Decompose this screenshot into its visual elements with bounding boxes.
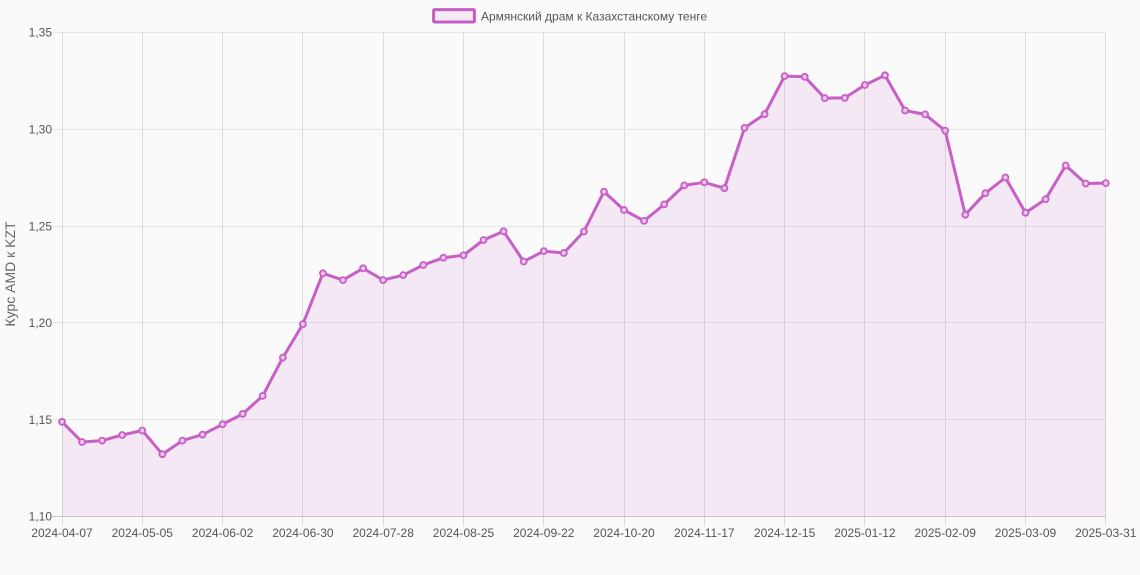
svg-text:2024-08-25: 2024-08-25: [433, 526, 495, 540]
svg-text:2024-10-20: 2024-10-20: [593, 526, 655, 540]
svg-text:1,35: 1,35: [29, 26, 53, 40]
svg-text:2024-06-02: 2024-06-02: [192, 526, 254, 540]
svg-text:2024-06-30: 2024-06-30: [272, 526, 334, 540]
svg-text:2025-03-31: 2025-03-31: [1075, 526, 1137, 540]
svg-text:Армянский драм к Казахстанском: Армянский драм к Казахстанскому тенге: [481, 10, 707, 24]
svg-text:1,30: 1,30: [29, 123, 53, 137]
svg-text:2024-11-17: 2024-11-17: [674, 526, 735, 540]
svg-text:2024-12-15: 2024-12-15: [754, 526, 816, 540]
svg-text:Курс AMD к KZT: Курс AMD к KZT: [2, 221, 18, 327]
svg-text:2025-01-12: 2025-01-12: [834, 526, 896, 540]
svg-text:2025-03-09: 2025-03-09: [995, 526, 1057, 540]
svg-text:2024-09-22: 2024-09-22: [513, 526, 575, 540]
svg-text:1,15: 1,15: [29, 413, 53, 427]
svg-text:1,10: 1,10: [29, 510, 53, 524]
svg-text:2025-02-09: 2025-02-09: [915, 526, 977, 540]
svg-text:1,20: 1,20: [29, 316, 53, 330]
svg-text:2024-04-07: 2024-04-07: [31, 526, 93, 540]
svg-text:2024-07-28: 2024-07-28: [353, 526, 415, 540]
svg-text:2024-05-05: 2024-05-05: [112, 526, 174, 540]
svg-text:1,25: 1,25: [29, 219, 53, 233]
